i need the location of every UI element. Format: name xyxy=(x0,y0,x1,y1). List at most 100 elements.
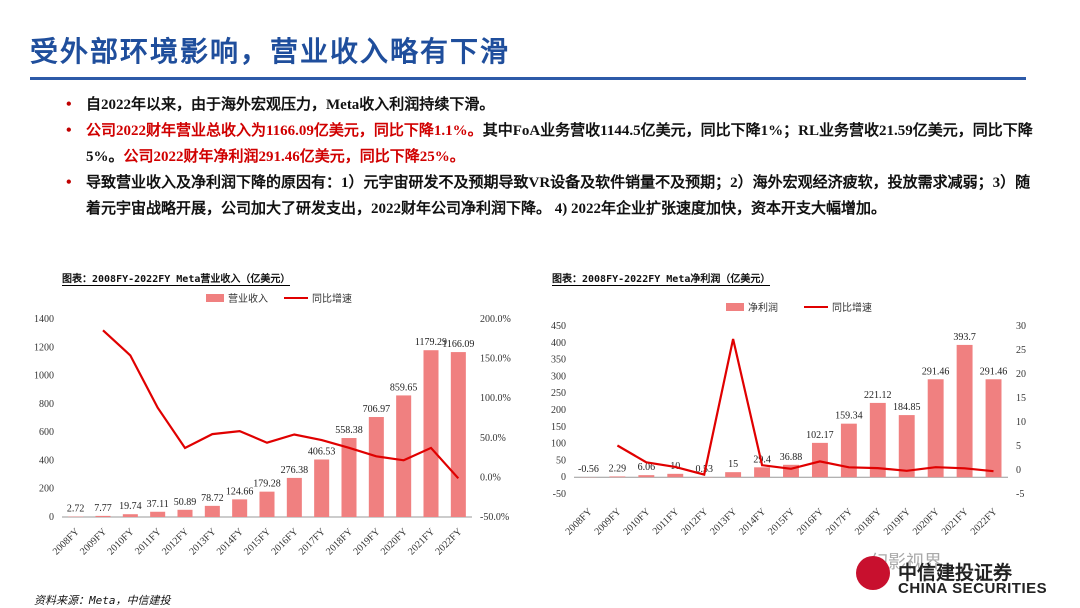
bar xyxy=(177,509,193,517)
x-tick-label: 2013FY xyxy=(708,506,739,537)
netprofit-chart: 净利润 同比增速-50050100150200250300350400450-50… xyxy=(551,301,1026,537)
y-right-tick-label: 10 xyxy=(1016,417,1026,428)
y-right-tick-label: 0.0% xyxy=(480,472,501,483)
legend-line-label: 同比增速 xyxy=(832,301,872,314)
x-tick-label: 2008FY xyxy=(51,526,82,557)
bar-data-label: 1166.09 xyxy=(442,339,474,350)
bar-data-label: -0.56 xyxy=(578,464,599,475)
y-left-tick-label: 0 xyxy=(49,512,54,523)
y-left-tick-label: -50 xyxy=(553,489,566,500)
bar-data-label: 159.34 xyxy=(835,411,863,422)
x-tick-label: 2019FY xyxy=(882,506,913,537)
y-right-tick-label: 5 xyxy=(1016,441,1021,452)
bar-data-label: 393.7 xyxy=(953,332,976,343)
legend-bar-label: 净利润 xyxy=(748,301,778,314)
y-left-tick-label: 1000 xyxy=(34,371,54,382)
y-left-tick-label: 400 xyxy=(551,338,566,349)
y-left-tick-label: 600 xyxy=(39,427,54,438)
bullet-text: 其中FoA业务营收1144.5亿美元，同比下降1%；RL业务营收21.59亿美元… xyxy=(86,123,1033,165)
y-right-tick-label: 0 xyxy=(1016,465,1021,476)
y-right-tick-label: 200.0% xyxy=(480,314,511,325)
bar-data-label: 2.72 xyxy=(67,504,85,515)
revenue-chart: 营业收入 同比增速 0 200 400 600 800 1000 1200 1400 -50.0% 0… xyxy=(34,292,511,557)
bar-data-label: 221.12 xyxy=(864,390,892,401)
bullet-text: 自2022年以来，由于海外宏观压力，Meta收入利润持续下滑。 xyxy=(86,97,495,113)
bar xyxy=(286,477,302,517)
x-tick-label: 2011FY xyxy=(651,506,682,537)
bar xyxy=(898,415,915,478)
legend-bar-swatch xyxy=(206,294,224,302)
bar-data-label: 859.65 xyxy=(390,382,418,393)
bar-data-label: 15 xyxy=(728,459,738,470)
y-left-tick-label: 450 xyxy=(551,321,566,332)
y-right-tick-label: -50.0% xyxy=(480,512,509,523)
y-right-tick-label: 50.0% xyxy=(480,433,506,444)
bar xyxy=(259,491,275,517)
y-left-tick-label: 250 xyxy=(551,388,566,399)
x-tick-label: 2021FY xyxy=(406,526,437,557)
x-tick-label: 2012FY xyxy=(160,526,191,557)
bullet-text: 导致营业收入及净利润下降的原因有：1）元宇宙研发不及预期导致VR设备及软件销量不… xyxy=(86,175,1031,217)
x-tick-label: 2020FY xyxy=(911,506,942,537)
bar xyxy=(150,511,166,517)
bar-data-label: 7.77 xyxy=(94,503,112,514)
bullet-text-highlight: 公司2022财年净利润291.46亿美元，同比下降25%。 xyxy=(123,149,465,165)
bar-data-label: 29.4 xyxy=(753,454,771,465)
bar xyxy=(667,473,684,478)
bar xyxy=(609,476,626,478)
bar xyxy=(368,417,384,517)
y-right-tick-label: 100.0% xyxy=(480,393,511,404)
bar xyxy=(232,499,248,517)
source-note: 资料来源：Meta，中信建投 xyxy=(34,594,171,607)
bullet-dot-icon: • xyxy=(66,122,72,139)
bar-data-label: 179.28 xyxy=(253,479,281,490)
x-tick-label: 2016FY xyxy=(795,506,826,537)
bar xyxy=(314,459,330,517)
bar-data-label: 50.89 xyxy=(174,497,197,508)
y-left-tick-label: 200 xyxy=(39,484,54,495)
bar xyxy=(638,475,655,478)
bar xyxy=(840,423,857,478)
x-tick-label: 2010FY xyxy=(621,506,652,537)
bar xyxy=(956,344,973,478)
bar xyxy=(423,350,439,517)
bar xyxy=(927,379,944,478)
bar-data-label: 291.46 xyxy=(922,366,950,377)
x-tick-label: 2022FY xyxy=(969,506,1000,537)
bullet-list: • 自2022年以来，由于海外宏观压力，Meta收入利润持续下滑。 • 公司2022… xyxy=(64,92,1034,222)
bar xyxy=(95,515,111,517)
bar-data-label: 102.17 xyxy=(806,430,834,441)
y-left-tick-label: 1200 xyxy=(34,342,54,353)
bar xyxy=(122,514,138,517)
y-left-tick-label: 100 xyxy=(551,439,566,450)
y-left-tick-label: 350 xyxy=(551,355,566,366)
logo-text-cn: 中信建投证券 xyxy=(898,562,1013,584)
y-right-tick-label: 20 xyxy=(1016,369,1026,380)
bullet-item-3: • 导致营业收入及净利润下降的原因有：1）元宇宙研发不及预期导致VR设备及软件销量… xyxy=(64,170,1034,222)
bar-data-label: 706.97 xyxy=(363,404,391,415)
x-tick-label: 2015FY xyxy=(766,506,797,537)
bar-data-label: 36.88 xyxy=(780,452,803,463)
x-tick-label: 2009FY xyxy=(78,526,109,557)
bar-data-label: 19.74 xyxy=(119,501,142,512)
bullet-item-2: • 公司2022财年营业总收入为1166.09亿美元，同比下降1.1%。其中FoA… xyxy=(64,118,1034,170)
x-tick-label: 2018FY xyxy=(853,506,884,537)
x-tick-label: 2014FY xyxy=(737,506,768,537)
x-tick-label: 2012FY xyxy=(679,506,710,537)
x-tick-label: 2021FY xyxy=(940,506,971,537)
logo-text-en: CHINA SECURITIES xyxy=(898,580,1048,597)
x-tick-label: 2010FY xyxy=(105,526,136,557)
page-title: 受外部环境影响，营业收入略有下滑 xyxy=(30,35,511,68)
x-tick-label: 2011FY xyxy=(133,526,164,557)
china-securities-logo-icon xyxy=(856,556,890,590)
x-tick-label: 2018FY xyxy=(324,526,355,557)
bullet-dot-icon: • xyxy=(66,174,72,191)
y-right-tick-label: 15 xyxy=(1016,393,1026,404)
growth-line xyxy=(102,329,460,480)
bar xyxy=(985,379,1002,478)
y-right-tick-label: 30 xyxy=(1016,321,1026,332)
x-tick-label: 2016FY xyxy=(269,526,300,557)
y-left-tick-label: 200 xyxy=(551,405,566,416)
bullet-dot-icon: • xyxy=(66,96,72,113)
bullet-text-highlight: 公司2022财年营业总收入为1166.09亿美元，同比下降1.1%。 xyxy=(86,123,483,139)
